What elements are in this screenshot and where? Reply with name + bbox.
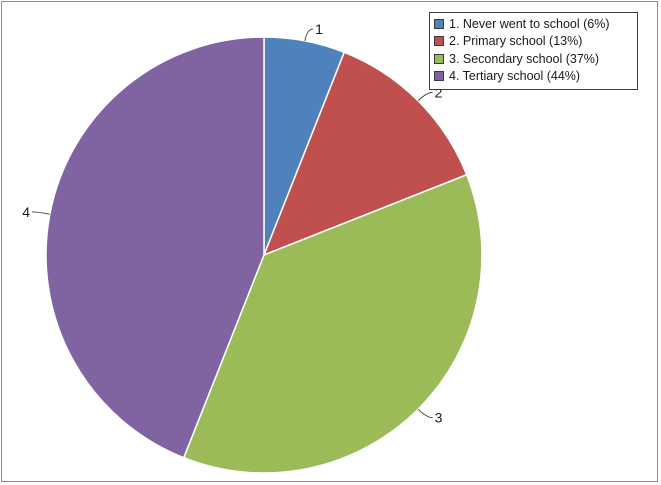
slice-label: 4 bbox=[22, 204, 30, 220]
pie-slice bbox=[262, 51, 468, 257]
pie-slice bbox=[182, 173, 483, 474]
leader-line bbox=[32, 211, 50, 215]
legend-item: 3. Secondary school (37%) bbox=[434, 50, 637, 68]
legend-label: 4. Tertiary school (44%) bbox=[449, 69, 581, 84]
legend-label: 2. Primary school (13%) bbox=[449, 34, 583, 49]
slice-label: 1 bbox=[315, 21, 323, 37]
legend: 1. Never went to school (6%) 2. Primary … bbox=[429, 12, 638, 90]
legend-label: 1. Never went to school (6%) bbox=[449, 16, 610, 31]
legend-swatch bbox=[434, 36, 444, 47]
leader-line bbox=[304, 28, 314, 41]
legend-label: 3. Secondary school (37%) bbox=[449, 51, 600, 66]
leader-line bbox=[417, 91, 433, 102]
legend-item: 1. Never went to school (6%) bbox=[434, 15, 637, 33]
legend-item: 4. Tertiary school (44%) bbox=[434, 68, 637, 86]
legend-swatch bbox=[434, 71, 444, 82]
legend-item: 2. Primary school (13%) bbox=[434, 33, 637, 51]
legend-swatch bbox=[434, 18, 444, 29]
leader-line bbox=[417, 408, 433, 419]
slice-label: 2 bbox=[435, 84, 443, 100]
legend-swatch bbox=[434, 53, 444, 64]
slice-label: 3 bbox=[435, 410, 443, 426]
pie-slice bbox=[45, 36, 265, 459]
